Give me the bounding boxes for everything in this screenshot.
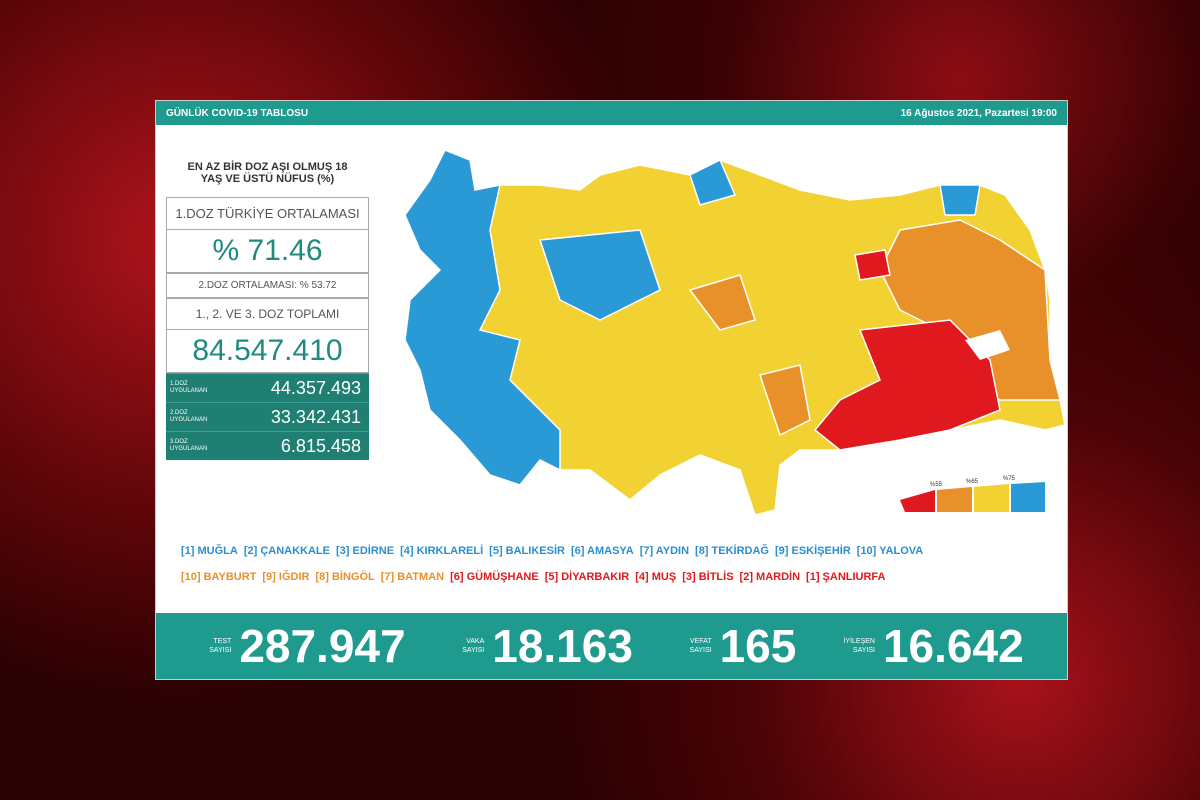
stat: İYİLEŞEN SAYISI 16.642 bbox=[843, 619, 1024, 673]
dose-label: 2.DOZ UYGULANAN bbox=[170, 410, 208, 423]
legend-label: %65 bbox=[966, 479, 979, 485]
bottom-list: [10] BAYBURT [9] IĞDIR [8] BİNGÖL [7] BATMA… bbox=[181, 571, 929, 583]
map-region bbox=[854, 249, 891, 281]
legend-label: %55 bbox=[930, 482, 943, 488]
dose-row: 2.DOZ UYGULANAN 33.342.431 bbox=[166, 402, 369, 431]
province: [7] BATMAN bbox=[380, 571, 445, 583]
province: [9] IĞDIR bbox=[262, 571, 310, 583]
stat-value: 165 bbox=[719, 620, 797, 672]
legend-swatch bbox=[974, 484, 1009, 512]
legend-label: %75 bbox=[1003, 476, 1016, 482]
map-region bbox=[689, 158, 737, 206]
stat: VEFAT SAYISI 165 bbox=[680, 619, 797, 673]
province: [2] MARDİN bbox=[739, 571, 801, 583]
top-list: [1] MUĞLA [2] ÇANAKKALE [3] EDİRNE [4] KIRK… bbox=[181, 545, 929, 557]
stat-value: 16.642 bbox=[882, 620, 1024, 672]
label: 1., 2. VE 3. DOZ TOPLAMI bbox=[166, 298, 369, 330]
map-region bbox=[688, 274, 756, 331]
dose-table: 1.DOZ UYGULANAN 44.357.493 2.DOZ UYGULANAN… bbox=[166, 373, 369, 460]
legend-swatch bbox=[900, 490, 935, 512]
dose-label: 1.DOZ UYGULANAN bbox=[170, 381, 208, 394]
date: 16 Ağustos 2021, Pazartesi 19:00 bbox=[900, 107, 1057, 119]
value: 84.547.410 bbox=[166, 330, 369, 373]
province: [10] BAYBURT bbox=[181, 571, 257, 583]
stat-label: VEFAT SAYISI bbox=[689, 638, 712, 654]
province: [1] ŞANLIURFA bbox=[806, 571, 886, 583]
province: [10] YALOVA bbox=[856, 545, 924, 557]
ranking-lists: [1] MUĞLA [2] ÇANAKKALE [3] EDİRNE [4] KIRK… bbox=[181, 545, 929, 597]
stat-value: 18.163 bbox=[492, 620, 633, 672]
vaccine-panel: EN AZ BİR DOZ AŞI OLMUŞ 18 YAŞ VE ÜSTÜ N… bbox=[166, 161, 369, 460]
province: [7] AYDIN bbox=[639, 545, 690, 557]
map-region bbox=[759, 364, 811, 437]
stat-label: İYİLEŞEN SAYISI bbox=[843, 638, 875, 654]
dose-row: 1.DOZ UYGULANAN 44.357.493 bbox=[166, 373, 369, 402]
stat-label: TEST SAYISI bbox=[209, 638, 232, 654]
province: [3] EDİRNE bbox=[336, 545, 395, 557]
stat: TEST SAYISI 287.947 bbox=[199, 619, 405, 673]
label: 1.DOZ TÜRKİYE ORTALAMASI bbox=[166, 197, 369, 230]
dose-row: 3.DOZ UYGULANAN 6.815.458 bbox=[166, 431, 369, 460]
legend-swatch bbox=[937, 487, 972, 512]
province: [8] TEKİRDAĞ bbox=[695, 545, 769, 557]
stat: VAKA SAYISI 18.163 bbox=[452, 619, 633, 673]
province: [5] DİYARBAKIR bbox=[544, 571, 630, 583]
dose-value: 33.342.431 bbox=[270, 406, 361, 427]
map-region bbox=[879, 219, 1061, 401]
province: [4] MUŞ bbox=[635, 571, 677, 583]
province: [6] GÜMÜŞHANE bbox=[450, 571, 539, 583]
province: [3] BİTLİS bbox=[682, 571, 734, 583]
stat-value: 287.947 bbox=[239, 620, 406, 672]
dose-label: 3.DOZ UYGULANAN bbox=[170, 439, 208, 452]
dose-value: 6.815.458 bbox=[280, 435, 361, 456]
lake bbox=[965, 330, 1010, 360]
header: GÜNLÜK COVID-19 TABLOSU 16 Ağustos 2021,… bbox=[156, 101, 1067, 125]
stat-label: VAKA SAYISI bbox=[462, 638, 485, 654]
title: GÜNLÜK COVID-19 TABLOSU bbox=[166, 107, 309, 119]
legend-swatch bbox=[1011, 482, 1045, 512]
province: [5] BALIKESİR bbox=[489, 545, 565, 557]
province: [1] MUĞLA bbox=[181, 545, 238, 557]
dose-value: 44.357.493 bbox=[270, 377, 361, 398]
province: [8] BİNGÖL bbox=[315, 571, 375, 583]
province: [2] ÇANAKKALE bbox=[243, 545, 330, 557]
stats-bar: TEST SAYISI 287.947 VAKA SAYISI 18.163 VEFAT… bbox=[156, 613, 1067, 679]
province: [4] KIRKLARELİ bbox=[400, 545, 484, 557]
map-region bbox=[404, 149, 561, 486]
label: 2.DOZ ORTALAMASI: % 53.72 bbox=[166, 273, 369, 298]
map-region bbox=[939, 184, 981, 216]
province: [9] ESKİŞEHİR bbox=[774, 545, 851, 557]
province: [6] AMASYA bbox=[570, 545, 634, 557]
panel-heading: EN AZ BİR DOZ AŞI OLMUŞ 18 YAŞ VE ÜSTÜ N… bbox=[187, 161, 348, 185]
value: % 71.46 bbox=[166, 230, 369, 273]
map-region bbox=[538, 229, 661, 321]
